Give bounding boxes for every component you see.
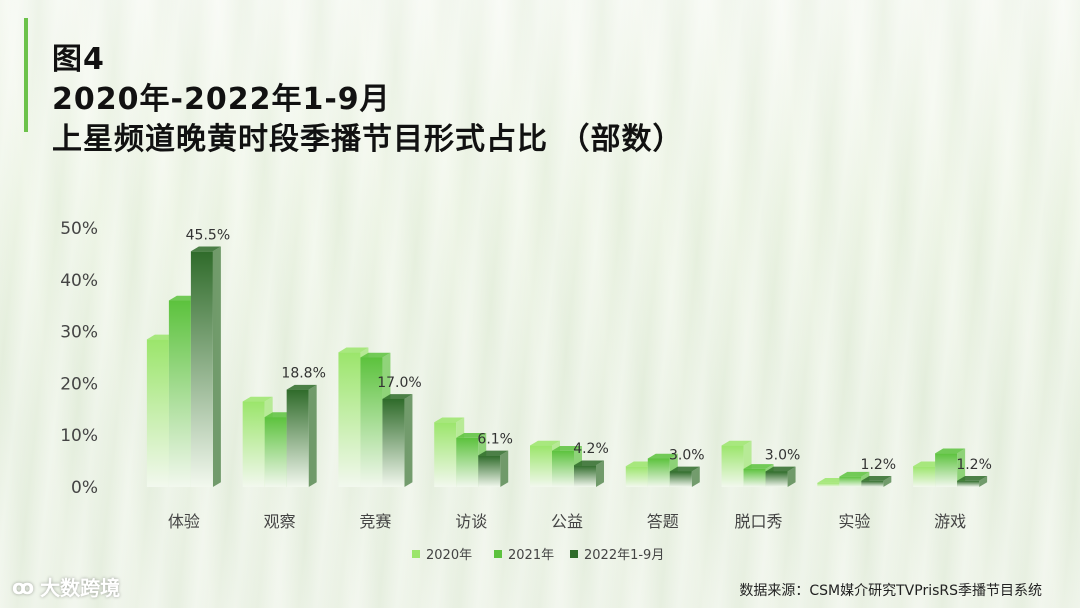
y-tick-label: 20% [60, 374, 98, 394]
bar [190, 251, 213, 487]
bar-top-face [935, 448, 966, 454]
date-range-title: 2020年-2022年1-9月 [52, 82, 391, 117]
bar-side-face [979, 475, 988, 487]
data-label: 17.0% [377, 375, 421, 391]
bar [478, 455, 501, 487]
x-tick-label: 答题 [647, 512, 679, 531]
bar-top-face [839, 471, 870, 477]
y-tick-label: 50% [60, 219, 98, 239]
bar-top-face [360, 352, 391, 358]
brand-logo-text: 大数跨境 [40, 576, 121, 600]
bar-top-face [338, 347, 369, 353]
bar-top-face [552, 445, 582, 451]
bar [913, 466, 936, 487]
bar [721, 445, 744, 487]
bar [935, 453, 958, 487]
bar [625, 466, 648, 487]
bar [743, 468, 766, 487]
bar-top-face [721, 440, 752, 446]
bar [264, 417, 287, 487]
bar-side-face [500, 450, 509, 487]
data-label: 6.1% [477, 431, 513, 447]
bar [168, 300, 191, 487]
bar [669, 471, 692, 487]
bar [382, 398, 405, 487]
x-tick-label: 观察 [264, 512, 296, 531]
bar [286, 389, 309, 487]
figure-number: 图4 [52, 42, 105, 77]
data-label: 1.2% [956, 457, 992, 473]
legend-swatch [412, 550, 420, 558]
legend-swatch [570, 550, 578, 558]
data-source-note: 数据来源：CSM媒介研究TVPrisRS季播节目系统 [739, 583, 1042, 599]
bar-top-face [647, 453, 678, 459]
bar-top-face [286, 384, 317, 390]
bar-side-face [596, 460, 604, 487]
title-accent-bar [24, 18, 28, 132]
bar-top-face [478, 450, 509, 456]
bar-top-face [957, 475, 988, 481]
y-tick-label: 40% [60, 271, 98, 291]
bar [530, 445, 552, 487]
bar [574, 465, 596, 487]
x-tick-label: 实验 [838, 512, 870, 531]
x-tick-label: 体验 [168, 512, 200, 531]
bar-top-face [765, 466, 796, 472]
x-tick-label: 竞赛 [359, 512, 391, 531]
data-label: 3.0% [669, 447, 705, 463]
legend-label: 2022年1-9月 [584, 548, 664, 563]
chart-main-title: 上星频道晚黄时段季播节目形式占比 （部数） [52, 122, 684, 157]
bar [360, 357, 383, 487]
bar [552, 450, 574, 487]
brand-logo: ꝏ 大数跨境 [12, 572, 120, 601]
bar-side-face [404, 394, 413, 487]
x-tick-label: 公益 [551, 512, 583, 531]
data-label: 18.8% [281, 366, 325, 382]
bar-side-face [212, 246, 221, 487]
x-tick-label: 游戏 [934, 512, 966, 531]
bar [647, 458, 670, 487]
bar [957, 480, 980, 487]
bar [338, 352, 361, 487]
data-label: 1.2% [861, 457, 897, 473]
bar-top-face [242, 396, 273, 402]
bar-top-face [861, 475, 892, 481]
bar-top-face [382, 394, 413, 399]
bar-top-face [434, 417, 465, 423]
data-label: 45.5% [186, 227, 230, 243]
bar-side-face [308, 384, 317, 487]
chart-title-block: 图4 2020年-2022年1-9月 上星频道晚黄时段季播节目形式占比 （部数） [52, 40, 683, 160]
legend-label: 2020年 [426, 548, 472, 563]
bar [817, 482, 840, 487]
bar [839, 476, 862, 487]
legend-swatch [494, 550, 502, 558]
bar-side-face [883, 475, 892, 487]
bar-top-face [456, 432, 487, 438]
bar [456, 437, 479, 487]
bar [146, 339, 169, 487]
bar-side-face [787, 466, 796, 487]
y-tick-label: 30% [60, 323, 98, 343]
data-label: 3.0% [765, 447, 801, 463]
x-tick-label: 脱口秀 [735, 512, 783, 531]
bar-top-face [743, 464, 774, 469]
bar [765, 471, 788, 487]
bar-side-face [691, 466, 700, 487]
y-tick-label: 10% [60, 426, 98, 446]
bar-top-face [574, 460, 604, 466]
bar-top-face [669, 466, 700, 472]
infinity-logo-icon: ꝏ [12, 574, 35, 599]
y-tick-label: 0% [71, 478, 98, 498]
x-tick-label: 访谈 [455, 512, 487, 531]
data-label: 4.2% [573, 441, 609, 457]
bar [242, 401, 265, 487]
bar [434, 422, 457, 487]
bar [861, 480, 884, 487]
legend-label: 2021年 [508, 548, 554, 563]
bar-top-face [190, 246, 221, 252]
bar-top-face [530, 440, 560, 446]
